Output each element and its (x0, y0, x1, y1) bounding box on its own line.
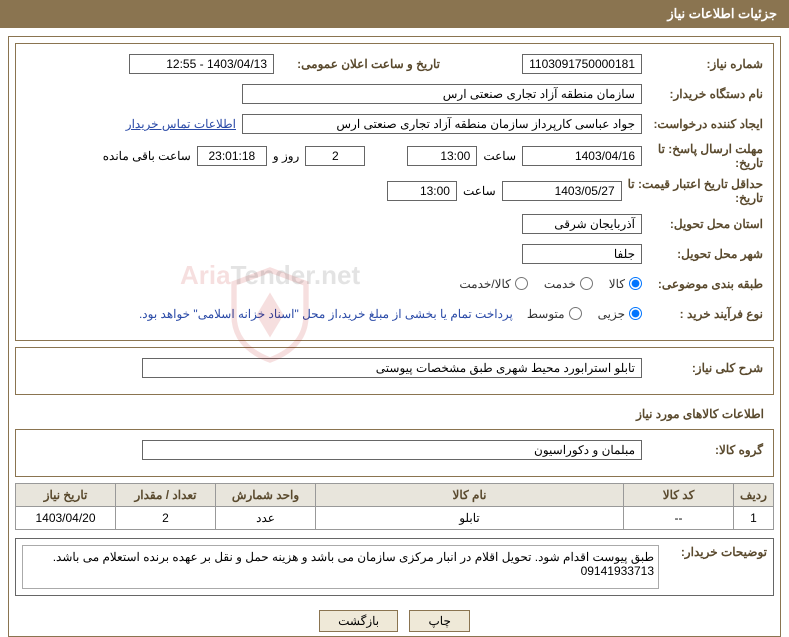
desc-label: شرح کلی نیاز: (648, 361, 763, 375)
days-and-label: روز و (273, 149, 300, 163)
ptype-radio-mid[interactable]: متوسط (527, 307, 582, 321)
validity-time-field: 13:00 (387, 181, 457, 201)
td-date: 1403/04/20 (16, 506, 116, 529)
main-frame: شماره نیاز: 1103091750000181 تاریخ و ساع… (8, 36, 781, 637)
td-unit: عدد (216, 506, 316, 529)
city-label: شهر محل تحویل: (648, 247, 763, 261)
deadline-label: مهلت ارسال پاسخ: تاتاریخ: (648, 142, 763, 171)
th-qty: تعداد / مقدار (116, 483, 216, 506)
table-header-row: ردیف کد کالا نام کالا واحد شمارش تعداد /… (16, 483, 774, 506)
td-row: 1 (734, 506, 774, 529)
class-radio-both[interactable]: کالا/خدمت (459, 277, 527, 291)
ptype-note: پرداخت تمام یا بخشی از مبلغ خرید،از محل … (139, 307, 513, 321)
buyer-field: سازمان منطقه آزاد تجاری صنعتی ارس (242, 84, 642, 104)
class-radio-service[interactable]: خدمت (544, 277, 593, 291)
days-field: 2 (305, 146, 365, 166)
goods-info-title: اطلاعات کالاهای مورد نیاز (9, 401, 774, 423)
province-label: استان محل تحویل: (648, 217, 763, 231)
print-button[interactable]: چاپ (409, 610, 469, 632)
timer-field: 23:01:18 (197, 146, 267, 166)
desc-field: تابلو استرابورد محیط شهری طبق مشخصات پیو… (142, 358, 642, 378)
creator-field: جواد عباسی کارپرداز سازمان منطقه آزاد تج… (242, 114, 642, 134)
td-name: تابلو (316, 506, 624, 529)
validity-label: حداقل تاریخ اعتبار قیمت: تاتاریخ: (628, 177, 763, 206)
th-date: تاریخ نیاز (16, 483, 116, 506)
group-label: گروه کالا: (648, 443, 763, 457)
page-title: جزئیات اطلاعات نیاز (0, 0, 789, 28)
time-label-2: ساعت (463, 184, 496, 198)
class-label: طبقه بندی موضوعی: (648, 277, 763, 291)
buyer-label: نام دستگاه خریدار: (648, 87, 763, 101)
ptype-label: نوع فرآیند خرید : (648, 307, 763, 321)
ptype-radios: جزیی متوسط (527, 307, 642, 321)
remain-label: ساعت باقی مانده (103, 149, 191, 163)
creator-label: ایجاد کننده درخواست: (648, 117, 763, 131)
annc-label: تاریخ و ساعت اعلان عمومی: (280, 57, 440, 71)
buyer-desc-text: طبق پیوست اقدام شود. تحویل اقلام در انبا… (22, 545, 659, 589)
goods-table: ردیف کد کالا نام کالا واحد شمارش تعداد /… (15, 483, 774, 530)
th-code: کد کالا (624, 483, 734, 506)
class-radio-goods[interactable]: کالا (609, 277, 642, 291)
annc-field: 1403/04/13 - 12:55 (129, 54, 274, 74)
class-radios: کالا خدمت کالا/خدمت (459, 277, 642, 291)
desc-section: شرح کلی نیاز: تابلو استرابورد محیط شهری … (15, 347, 774, 395)
buyer-contact-link[interactable]: اطلاعات تماس خریدار (126, 117, 236, 131)
validity-date-field: 1403/05/27 (502, 181, 622, 201)
info-section: شماره نیاز: 1103091750000181 تاریخ و ساع… (15, 43, 774, 341)
action-buttons: چاپ بازگشت (9, 602, 780, 636)
th-unit: واحد شمارش (216, 483, 316, 506)
province-field: آذربایجان شرقی (522, 214, 642, 234)
deadline-time-field: 13:00 (407, 146, 477, 166)
city-field: جلفا (522, 244, 642, 264)
group-field: مبلمان و دکوراسیون (142, 440, 642, 460)
deadline-date-field: 1403/04/16 (522, 146, 642, 166)
ptype-radio-small[interactable]: جزیی (598, 307, 642, 321)
group-section: گروه کالا: مبلمان و دکوراسیون (15, 429, 774, 477)
time-label-1: ساعت (483, 149, 516, 163)
need-no-label: شماره نیاز: (648, 57, 763, 71)
buyer-desc-label: توضیحات خریدار: (667, 545, 767, 589)
td-code: -- (624, 506, 734, 529)
table-row: 1 -- تابلو عدد 2 1403/04/20 (16, 506, 774, 529)
need-no-field: 1103091750000181 (522, 54, 642, 74)
th-row: ردیف (734, 483, 774, 506)
td-qty: 2 (116, 506, 216, 529)
back-button[interactable]: بازگشت (319, 610, 398, 632)
th-name: نام کالا (316, 483, 624, 506)
buyer-desc-box: توضیحات خریدار: طبق پیوست اقدام شود. تحو… (15, 538, 774, 596)
